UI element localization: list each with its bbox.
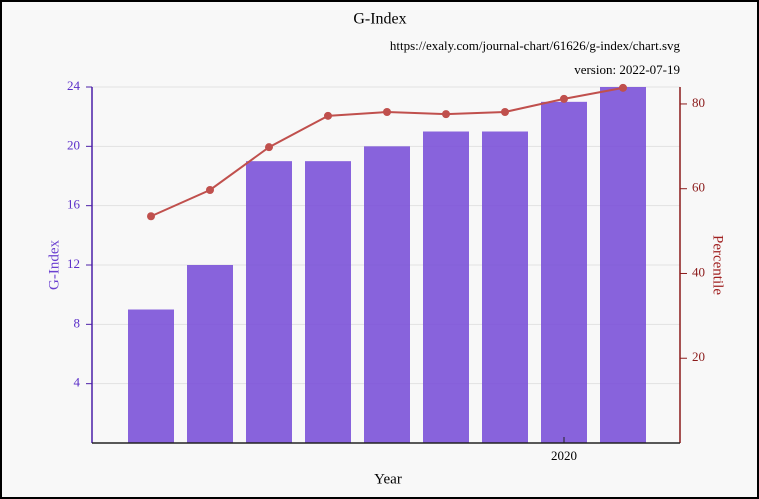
y2-tick-label: 20 [692, 349, 705, 364]
y2-tick-label: 40 [692, 264, 705, 279]
y2-tick-label: 80 [692, 95, 705, 110]
bar [187, 265, 233, 443]
y-tick-label: 24 [67, 78, 81, 93]
chart-title: G-Index [353, 11, 406, 28]
point [265, 143, 273, 152]
point [147, 212, 155, 221]
y2-axis-label: Percentile [710, 235, 726, 295]
point [206, 185, 214, 194]
point [324, 111, 332, 120]
subtitle: https://exaly.com/journal-chart/61626/g-… [390, 38, 681, 53]
y-tick-label: 16 [67, 197, 81, 212]
bar [600, 87, 646, 443]
bar [364, 146, 410, 444]
point [383, 108, 391, 117]
y-tick-label: 4 [74, 375, 81, 390]
point [442, 110, 450, 119]
y-axis-label: G-Index [46, 240, 62, 290]
bar [482, 131, 528, 443]
y-tick-label: 20 [67, 137, 80, 152]
point [501, 108, 509, 117]
point [619, 83, 627, 92]
y2-tick-label: 60 [692, 180, 705, 195]
y-tick-label: 8 [74, 315, 81, 330]
x-tick-label: 2020 [551, 448, 577, 463]
bar [541, 101, 587, 443]
version: version: 2022-07-19 [574, 62, 680, 77]
bar [128, 309, 174, 443]
bar [246, 161, 292, 443]
point [560, 94, 568, 103]
bar [423, 131, 469, 443]
bar [305, 161, 351, 443]
x-axis-label: Year [374, 471, 402, 487]
y-tick-label: 12 [67, 256, 80, 271]
